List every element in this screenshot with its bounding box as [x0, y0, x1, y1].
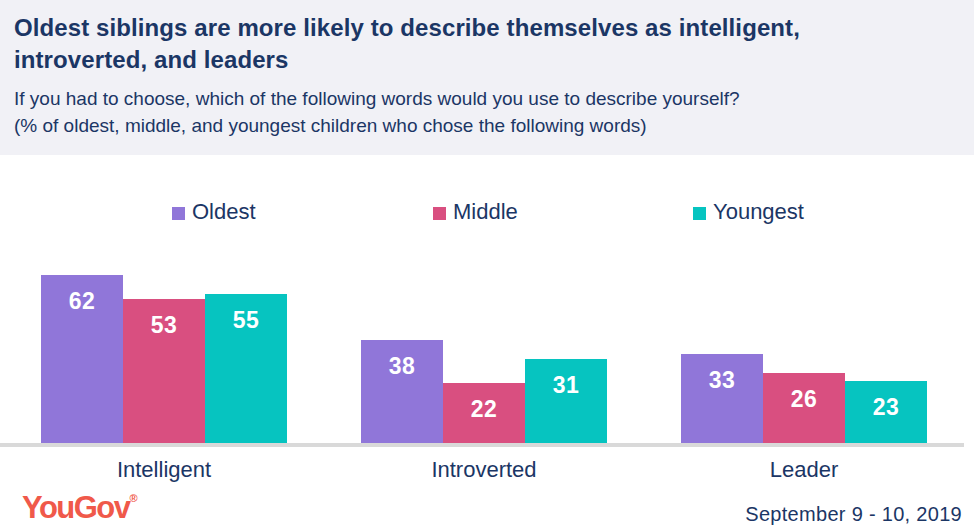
bar-value-label: 31: [525, 359, 607, 399]
legend-label: Middle: [453, 199, 518, 225]
chart-header: Oldest siblings are more likely to descr…: [0, 0, 974, 155]
bar-value-label: 33: [681, 354, 763, 394]
bar-value-label: 23: [845, 381, 927, 421]
bar-youngest-intelligent: 55: [205, 294, 287, 443]
yougov-logo-text: YouGov: [22, 490, 130, 525]
bar-oldest-intelligent: 62: [41, 275, 123, 443]
category-label-intelligent: Intelligent: [41, 457, 287, 483]
x-axis-baseline: [0, 443, 964, 447]
chart-legend: Oldest Middle Youngest: [0, 199, 974, 225]
bar-value-label: 53: [123, 299, 205, 339]
yougov-chart-page: Oldest siblings are more likely to descr…: [0, 0, 974, 531]
registered-trademark-icon: ®: [130, 492, 138, 504]
bar-youngest-leader: 23: [845, 381, 927, 443]
bar-oldest-introverted: 38: [361, 340, 443, 443]
category-label-leader: Leader: [681, 457, 927, 483]
bar-group-intelligent: 625355: [41, 250, 287, 443]
legend-label: Oldest: [192, 199, 256, 225]
bar-value-label: 55: [205, 294, 287, 334]
yougov-logo: YouGov®: [22, 490, 138, 526]
bar-value-label: 22: [443, 383, 525, 423]
plot-area: 625355 382231 332623: [41, 250, 927, 443]
chart-subtitle-line2: (% of oldest, middle, and youngest child…: [14, 112, 934, 139]
survey-date: September 9 - 10, 2019: [745, 503, 962, 526]
legend-swatch-icon: [172, 207, 185, 220]
chart-subtitle: If you had to choose, which of the follo…: [14, 85, 934, 139]
legend-swatch-icon: [433, 207, 446, 220]
bar-value-label: 62: [41, 275, 123, 315]
bar-middle-introverted: 22: [443, 383, 525, 443]
bar-oldest-leader: 33: [681, 354, 763, 443]
legend-item-youngest: Youngest: [693, 199, 804, 225]
bar-group-introverted: 382231: [361, 250, 607, 443]
legend-swatch-icon: [693, 207, 706, 220]
bar-youngest-introverted: 31: [525, 359, 607, 443]
legend-label: Youngest: [713, 199, 804, 225]
bar-group-leader: 332623: [681, 250, 927, 443]
category-label-introverted: Introverted: [361, 457, 607, 483]
bar-middle-leader: 26: [763, 373, 845, 443]
bar-value-label: 38: [361, 340, 443, 380]
chart-subtitle-line1: If you had to choose, which of the follo…: [14, 85, 934, 112]
chart-title: Oldest siblings are more likely to descr…: [14, 12, 814, 76]
bar-value-label: 26: [763, 373, 845, 413]
legend-item-middle: Middle: [433, 199, 518, 225]
bar-middle-intelligent: 53: [123, 299, 205, 443]
legend-item-oldest: Oldest: [172, 199, 256, 225]
